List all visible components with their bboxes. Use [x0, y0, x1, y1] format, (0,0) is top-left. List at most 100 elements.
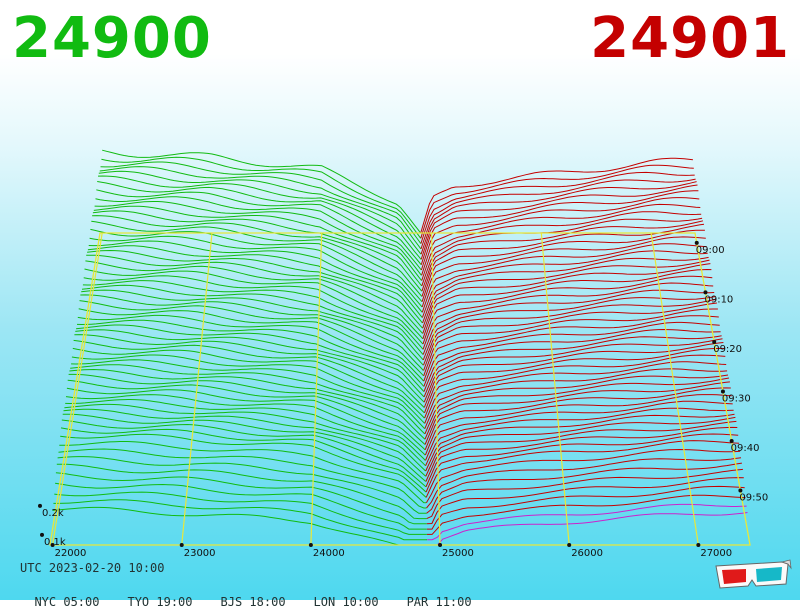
bid-depth-line — [57, 456, 427, 514]
ask-depth-line — [420, 197, 700, 271]
grid-line — [650, 232, 699, 546]
ask-depth-line — [420, 164, 694, 239]
bid-depth-line — [101, 156, 422, 239]
time-tick — [738, 488, 743, 493]
bid-depth-line — [90, 228, 423, 308]
bid-depth-line — [85, 260, 424, 340]
bid-depth-line — [61, 419, 427, 488]
bid-depth-line — [76, 324, 425, 398]
ask-depth-line — [427, 512, 748, 546]
time-tick-label: 09:00 — [696, 245, 725, 256]
bid-depth-line — [93, 205, 423, 287]
time-tick — [729, 439, 734, 443]
bid-depth-line — [83, 275, 424, 350]
ask-depth-line — [421, 236, 706, 308]
bid-depth-line — [87, 249, 423, 329]
ask-depth-line — [423, 338, 723, 403]
ask-depth-line — [424, 377, 730, 440]
ask-depth-line — [426, 477, 744, 525]
ask-depth-line — [425, 426, 738, 488]
bid-depth-line — [76, 319, 425, 392]
time-tick — [703, 290, 708, 295]
time-tick — [712, 339, 717, 344]
price-tick — [50, 543, 55, 547]
timezone-bjs: BJS 18:00 — [220, 595, 286, 609]
chart-grid — [49, 232, 751, 546]
ask-depth-line — [420, 157, 693, 234]
ask-depth-line — [423, 321, 720, 387]
bid-depth-line — [96, 189, 422, 271]
ask-depth-line — [420, 184, 698, 260]
timezone-nyc: NYC 05:00 — [34, 595, 100, 609]
price-tick-label: 26000 — [571, 548, 603, 559]
bid-depth-line — [64, 403, 426, 472]
grid-frame — [49, 232, 751, 546]
time-tick — [694, 240, 699, 245]
bid-depth-line — [54, 491, 427, 535]
time-tick — [720, 389, 725, 394]
grid-line — [540, 232, 570, 546]
bid-depth-line — [88, 240, 423, 318]
bid-depth-line — [100, 161, 422, 244]
ask-depth-line — [425, 433, 739, 493]
ask-depth-line — [424, 347, 725, 413]
ask-depth-line — [426, 462, 742, 514]
bid-depth-line — [94, 201, 422, 281]
bid-depth-line — [65, 398, 426, 467]
ask-depth-line — [423, 315, 719, 382]
ask-depth-line — [422, 296, 716, 361]
bid-depth-line — [95, 196, 422, 276]
time-axis: 09:00 09:10 09:20 09:30 09:40 09:50 — [694, 240, 768, 504]
bid-depth-line — [67, 379, 426, 451]
bid-depth-line — [92, 215, 423, 297]
price-tick — [567, 543, 572, 547]
time-tick-label: 09:20 — [713, 344, 742, 355]
timezone-list: NYC 05:00 TYO 19:00 BJS 18:00 LON 10:00 PAR … — [20, 581, 500, 609]
timezone-lon: LON 10:00 — [313, 595, 379, 609]
bid-depth-line — [74, 334, 425, 408]
ask-depth-line — [426, 457, 742, 509]
bid-depth-line — [60, 433, 427, 498]
ask-depth-line — [421, 229, 705, 302]
ask-depth-line — [423, 298, 717, 366]
price-tick-label: 25000 — [442, 548, 474, 559]
bid-depth-line — [63, 408, 427, 477]
ask-depth-line — [420, 190, 699, 265]
bid-depth-line — [70, 364, 426, 435]
bid-depth-line — [92, 210, 423, 292]
ask-depth-line — [423, 302, 717, 371]
ask-depth-line — [425, 416, 736, 477]
ask-depth-line — [421, 203, 701, 276]
price-tick-label: 22000 — [55, 548, 87, 559]
ask-depth-line — [421, 220, 704, 292]
bid-depth-line — [55, 482, 427, 530]
ask-depth-line — [423, 335, 722, 398]
ask-depth-line — [420, 181, 697, 255]
price-tick — [696, 543, 701, 547]
ask-depth-line — [427, 503, 747, 541]
bid-depth-line — [60, 427, 427, 493]
depth-axis: 0.1k 0.2k — [38, 503, 66, 548]
3d-glasses-icon[interactable] — [712, 558, 792, 596]
ask-depth-line — [422, 263, 711, 334]
bid-depth-line — [97, 181, 422, 266]
ask-depth-line — [421, 217, 703, 287]
bid-depth-line — [65, 394, 426, 461]
price-tick-label: 27000 — [700, 548, 732, 559]
ask-depth-line — [424, 387, 731, 450]
bid-depth-line — [71, 354, 425, 424]
ask-depth-line — [427, 494, 746, 535]
bid-depth-line — [84, 268, 424, 345]
bid-depth-line — [52, 506, 428, 546]
ask-depth-line — [426, 468, 743, 520]
grid-line — [51, 232, 103, 546]
depth-tick-label: 0.1k — [44, 537, 66, 548]
ask-depth-line — [426, 485, 745, 530]
bid-depth-line — [68, 373, 426, 445]
bid-depth-line — [59, 441, 427, 504]
timezone-par: PAR 11:00 — [406, 595, 472, 609]
bid-depth-line — [79, 300, 424, 377]
ask-depth-line — [422, 282, 714, 350]
ask-depth-line — [423, 328, 721, 392]
ask-depth-line — [422, 268, 712, 339]
